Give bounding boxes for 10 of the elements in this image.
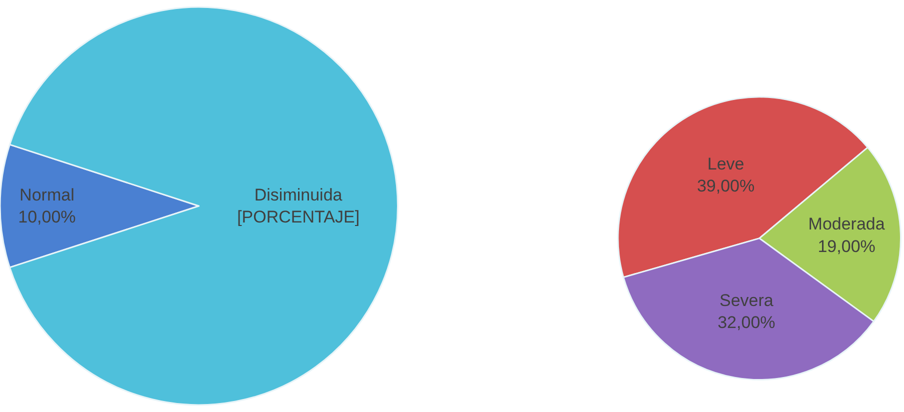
data-label: 32,00%: [718, 313, 776, 332]
slice-label: Severa: [719, 291, 774, 310]
slice-label: Disiminuida: [254, 185, 343, 204]
data-label: 10,00%: [18, 208, 76, 227]
slice-label: Moderada: [808, 214, 886, 234]
data-label: 39,00%: [696, 176, 755, 196]
slice-label: Leve: [707, 154, 744, 174]
slice-label: Normal: [20, 185, 74, 204]
data-label: 19,00%: [818, 236, 876, 256]
data-label: [PORCENTAJE]: [237, 208, 360, 227]
